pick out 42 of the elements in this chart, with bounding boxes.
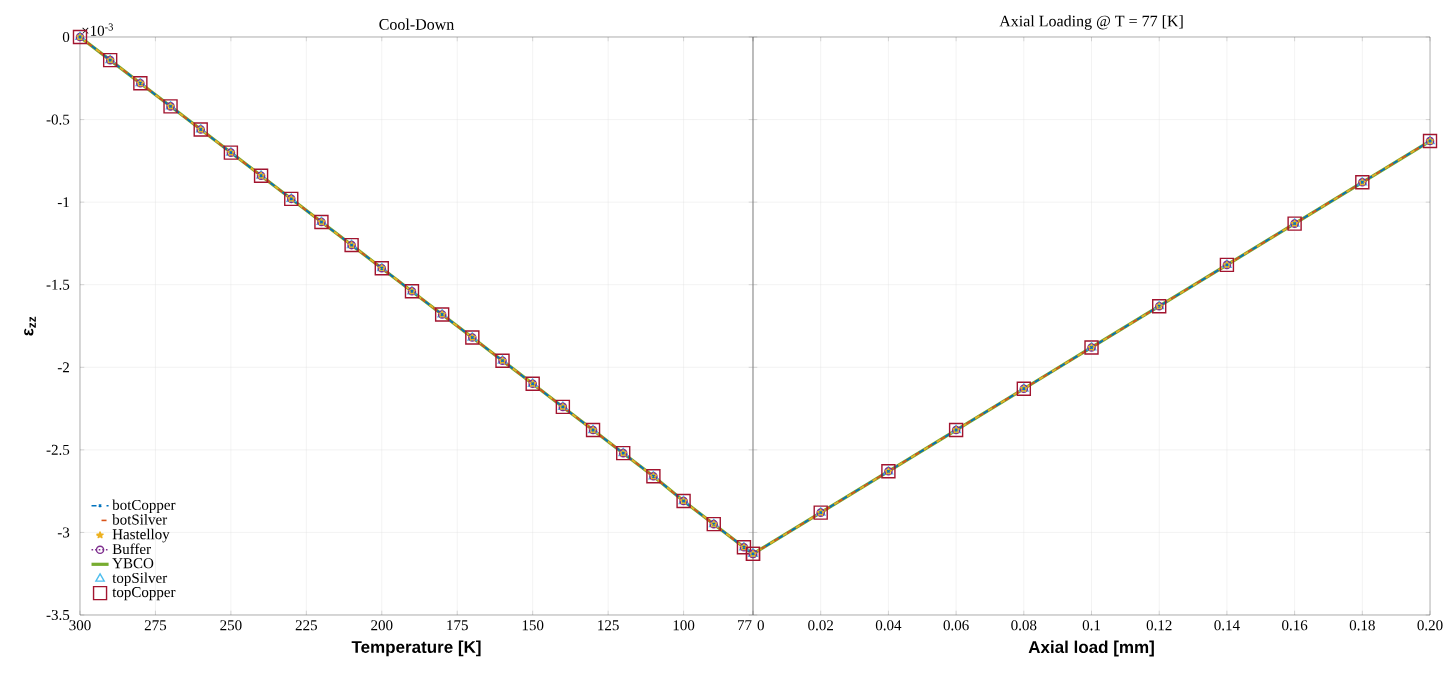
text: ×10$^{-3}$ [82, 23, 113, 36]
x-tick-label: 0.16 [1282, 620, 1308, 631]
legend-label: topSilver [112, 572, 168, 586]
x-tick-label: 275 [144, 620, 167, 631]
legend-label: Buffer [112, 543, 151, 555]
x-tick-label: 0.1 [1082, 620, 1100, 631]
x-tick-label: 0.04 [875, 620, 902, 631]
x-tick-label: 200 [371, 620, 393, 631]
y-tick-label: -2 [57, 362, 69, 373]
x-tick-label: 0.06 [943, 620, 969, 631]
x-tick-label: 150 [522, 620, 544, 631]
x-tick-label: 250 [220, 620, 242, 631]
legend-label: botSilver [112, 514, 168, 525]
y-tick-label: 0 [62, 31, 70, 43]
chart-title: Cool-Down [379, 18, 455, 30]
y-tick-label: -3 [57, 527, 70, 538]
x-tick-label: 300 [69, 620, 91, 631]
x-tick-label: 225 [295, 620, 318, 631]
x-tick-label: 0.18 [1349, 620, 1375, 631]
legend-label: Hastelloy [112, 528, 170, 543]
x-tick-label: 0.02 [808, 620, 833, 631]
legend-label: botCopper [112, 499, 176, 514]
chart-title: Axial Loading @ T = 77 [K] [999, 15, 1183, 30]
y-tick-label: -2.5 [46, 444, 70, 455]
y-tick-label: -1.5 [46, 279, 70, 290]
x-tick-label: 77 [737, 620, 752, 631]
legend-label: YBCO [112, 558, 154, 569]
x-tick-label: 125 [598, 620, 619, 631]
y-tick-label: -3.5 [46, 609, 70, 621]
legend-label: topCopper [112, 587, 176, 601]
x-tick-label: 175 [447, 620, 468, 631]
y-tick-label: -1 [57, 197, 69, 208]
x-tick-label: 0 [757, 620, 764, 631]
y-tick-label: -0.5 [46, 114, 70, 125]
x-tick-label: 0.08 [1011, 620, 1037, 631]
y-axis-title: ε$_{zz}$ [24, 316, 36, 336]
x-axis-title: Axial load [mm] [1028, 640, 1154, 657]
x-tick-label: 0.12 [1146, 620, 1172, 631]
x-tick-label: 100 [673, 620, 695, 631]
x-axis-title: Temperature [K] [351, 640, 481, 657]
x-tick-label: 0.14 [1214, 620, 1240, 631]
x-tick-label: 0.20 [1417, 620, 1443, 631]
